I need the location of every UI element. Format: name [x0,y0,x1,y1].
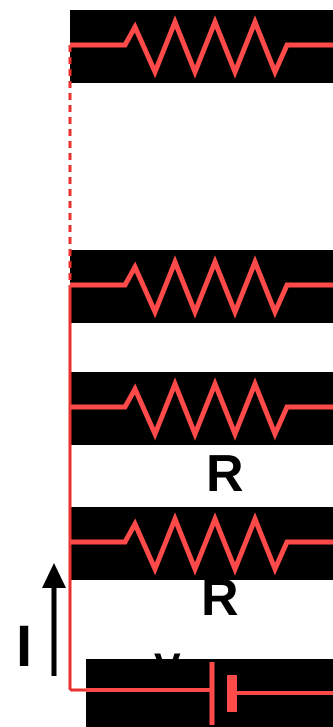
battery-symbol [86,662,333,725]
resistor-4 [70,512,333,576]
resistor-1 [70,15,333,79]
resistor-label-r: R [206,445,244,503]
resistor-label-r: R [201,569,239,627]
resistor-3 [70,377,333,441]
current-arrow-icon [42,563,66,676]
resistor-2 [70,255,333,319]
voltage-label: V [154,646,181,690]
current-label: I [16,614,33,679]
